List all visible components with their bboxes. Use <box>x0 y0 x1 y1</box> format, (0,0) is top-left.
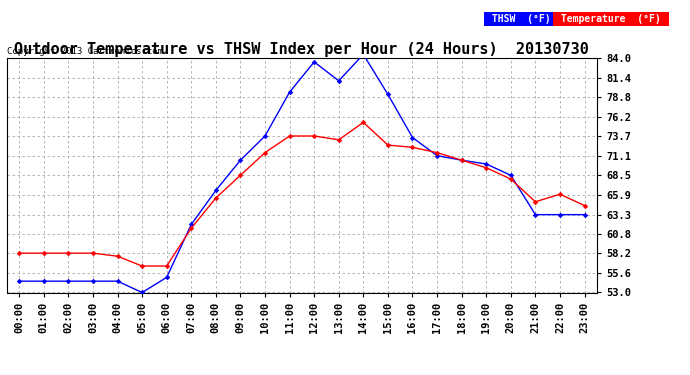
Text: Temperature  (°F): Temperature (°F) <box>555 14 667 24</box>
Text: THSW  (°F): THSW (°F) <box>486 14 557 24</box>
Title: Outdoor Temperature vs THSW Index per Hour (24 Hours)  20130730: Outdoor Temperature vs THSW Index per Ho… <box>14 42 589 57</box>
Text: Copyright 2013 Cartronics.com: Copyright 2013 Cartronics.com <box>7 47 163 56</box>
